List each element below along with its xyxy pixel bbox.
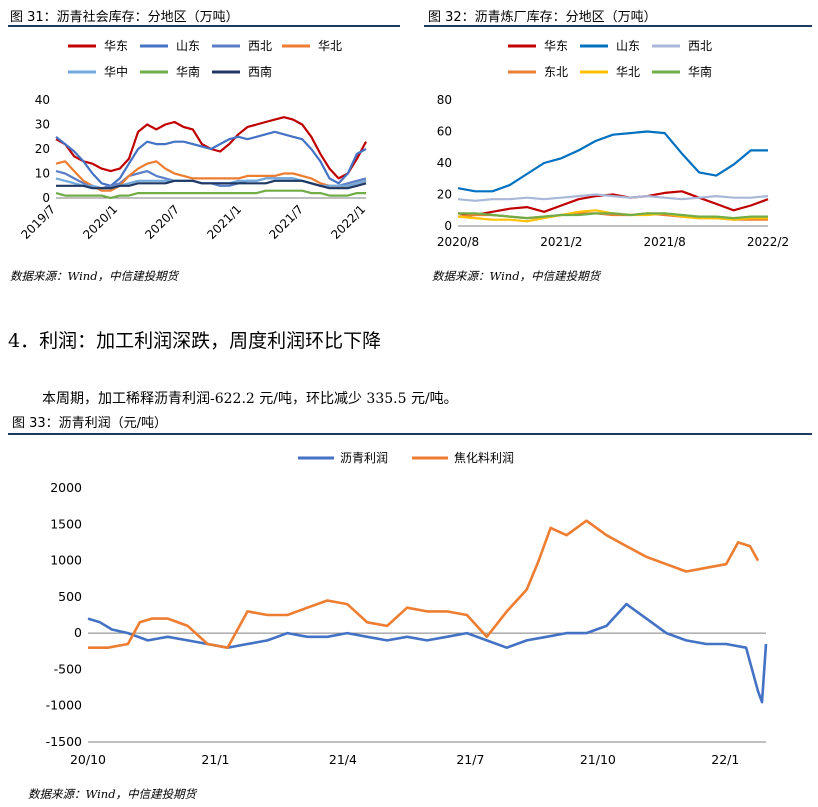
y-tick-label: 40 [35,93,50,107]
series-line-华北 [55,160,367,192]
y-tick-label: 0 [42,191,50,205]
fig33-caption: 图 33：沥青利润（元/吨） [12,416,168,431]
x-tick-label: 21/4 [329,752,357,767]
fig31-source: 数据来源：Wind，中信建投期货 [10,269,179,283]
y-tick-label: 2000 [50,480,82,495]
y-tick-label: 0 [444,219,452,233]
y-tick-label: 80 [437,93,452,107]
x-tick-label: 2020/8 [437,235,479,249]
series-line-西南 [56,179,367,190]
legend-华北: 华北 [282,39,342,53]
svg-text:华中: 华中 [104,64,128,79]
y-tick-label: 0 [74,625,82,640]
legend-华南: 华南 [140,64,200,79]
y-tick-label: 1000 [50,553,82,568]
y-tick-label: 500 [58,589,82,604]
x-tick-label: 2020/7 [142,202,182,242]
legend-华南: 华南 [652,64,712,79]
x-tick-label: 22/1 [711,752,739,767]
legend-山东: 山东 [580,39,640,53]
svg-text:沥青利润: 沥青利润 [340,451,388,465]
svg-text:山东: 山东 [616,39,640,53]
y-tick-label: -1000 [46,698,82,713]
fig31-chart: 华东 山东 西北 华北 华中 华南 西南 0 10 20 30 40 2019/7 2020… [18,39,368,242]
legend-沥青利润: 沥青利润 [298,451,388,465]
series-line-山东 [457,130,768,193]
svg-text:华南: 华南 [176,64,200,79]
fig32-chart: 华东 山东 西北 东北 华北 华南 0 20 40 60 80 2020/8 2021/2 2… [437,39,789,249]
fig31-caption: 图 31：沥青社会库存：分地区（万吨） [10,10,239,25]
section-paragraph: 本周期，加工稀释沥青利润-622.2 元/吨，环比减少 335.5 元/吨。 [42,391,458,407]
svg-text:华北: 华北 [616,65,640,79]
series-line-华东 [457,190,769,217]
svg-text:焦化料利润: 焦化料利润 [454,451,514,465]
legend-西北: 西北 [652,39,712,53]
fig33-chart: 沥青利润 焦化料利润 -1500 -1000 -500 0 500 1000 1500 200… [46,451,768,767]
fig33-legend: 沥青利润 焦化料利润 [298,451,514,465]
svg-text:华东: 华东 [544,39,568,53]
y-tick-label: 20 [437,188,452,202]
legend-华东: 华东 [68,39,128,53]
fig31-top-rule [8,25,400,27]
legend-山东: 山东 [140,39,200,53]
fig32-source: 数据来源：Wind，中信建投期货 [432,269,601,283]
x-tick-label: 2020/1 [80,202,120,242]
svg-text:西北: 西北 [248,39,272,53]
series-line-华南 [55,189,366,200]
series-line-焦化料利润 [88,519,760,649]
fig33-source: 数据来源：Wind，中信建投期货 [28,787,197,801]
x-tick-label: 21/7 [456,752,484,767]
fig32-plot-area: 0 20 40 60 80 2020/8 2021/2 2021/8 2022/2 [437,93,789,249]
svg-text:西北: 西北 [688,39,712,53]
svg-text:华东: 华东 [104,39,128,53]
x-tick-label: 2021/1 [204,202,244,242]
legend-东北: 东北 [508,65,568,79]
y-tick-label: 1500 [50,516,82,531]
y-tick-label: 20 [35,142,50,156]
fig31-plot-area: 0 10 20 30 40 2019/7 2020/1 2020/7 2021/1 2021/7 2… [18,93,368,242]
y-tick-label: -1500 [46,734,82,749]
fig32-top-rule [424,25,812,27]
legend-华东: 华东 [508,39,568,53]
legend-华北: 华北 [580,65,640,79]
legend-西南: 西南 [212,64,272,79]
x-tick-label: 2021/2 [540,235,582,249]
y-tick-label: -500 [54,661,82,676]
fig33-top-rule [8,433,812,435]
y-tick-label: 30 [35,118,50,132]
series-line-华南 [458,212,768,220]
section-heading: 4．利润：加工利润深跌，周度利润环比下降 [8,330,382,352]
x-tick-label: 2022/1 [328,202,368,242]
y-tick-label: 10 [35,167,50,181]
x-tick-label: 20/10 [70,752,106,767]
x-tick-label: 2022/2 [747,235,789,249]
x-tick-label: 2021/8 [644,235,686,249]
legend-华中: 华中 [68,64,128,79]
x-tick-label: 2021/7 [266,202,306,242]
svg-text:东北: 东北 [544,65,568,79]
x-tick-label: 21/1 [201,752,229,767]
legend-西北: 西北 [212,39,272,53]
fig32-legend: 华东 山东 西北 东北 华北 华南 [508,39,712,79]
series-line-西北 [457,193,769,202]
fig33-plot-area: -1500 -1000 -500 0 500 1000 1500 2000 20/10 21/1 2… [46,480,768,767]
svg-text:山东: 山东 [176,39,200,53]
series-line-沥青利润 [87,602,768,704]
svg-text:华南: 华南 [688,64,712,79]
svg-text:华北: 华北 [318,39,342,53]
series-line-山东 [55,130,367,187]
fig32-caption: 图 32：沥青炼厂库存：分地区（万吨） [428,10,657,25]
legend-焦化料利润: 焦化料利润 [412,451,514,465]
svg-text:西南: 西南 [248,64,272,79]
x-tick-label: 2019/7 [18,202,58,242]
y-tick-label: 40 [437,156,452,170]
fig31-legend: 华东 山东 西北 华北 华中 华南 西南 [68,39,342,79]
x-tick-label: 21/10 [580,752,616,767]
y-tick-label: 60 [437,125,452,139]
